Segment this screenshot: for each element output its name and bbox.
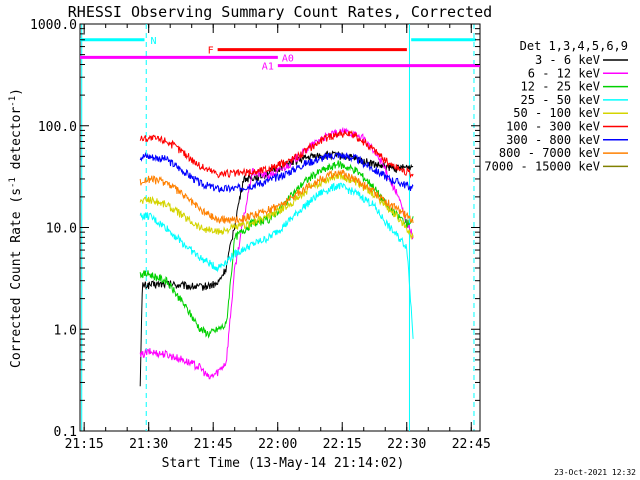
legend-label: 300 - 800 keV (506, 133, 600, 147)
series-line (139, 151, 414, 194)
legend-title: Det 1,3,4,5,6,9 (520, 39, 628, 53)
legend-label: 7000 - 15000 keV (484, 159, 600, 173)
x-tick-label: 21:45 (194, 437, 233, 452)
annotation-label-n: N (151, 36, 157, 47)
series-line (139, 171, 414, 241)
x-tick-label: 22:15 (323, 437, 362, 452)
annotation-label-a1: A1 (262, 62, 274, 73)
legend-label: 100 - 300 keV (506, 120, 600, 134)
y-axis-label-mid: detector (9, 107, 24, 178)
x-tick-label: 22:45 (452, 437, 491, 452)
x-tick-label: 21:30 (129, 437, 168, 452)
series-layer (139, 126, 414, 387)
annotation-layer: N F A0 A1 (80, 24, 480, 431)
legend-label: 3 - 6 keV (535, 53, 600, 67)
legend-label: 12 - 25 keV (521, 80, 600, 94)
series-line (139, 182, 414, 339)
legend-label: 50 - 100 keV (513, 106, 600, 120)
x-axis-label: Start Time (13-May-14 21:14:02) (162, 456, 405, 471)
y-tick-label: 0.1 (54, 425, 77, 440)
footer-timestamp: 23-Oct-2021 12:32 (554, 468, 636, 477)
y-axis-label-end: ) (9, 88, 24, 96)
x-tick-label: 21:15 (65, 437, 104, 452)
y-axis-label-sup2: -1 (8, 96, 18, 107)
annotation-label-f: F (208, 46, 214, 57)
series-line (139, 129, 414, 179)
annotation-label-a0: A0 (282, 53, 294, 64)
x-tick-label: 22:30 (387, 437, 426, 452)
y-tick-label: 1000.0 (30, 18, 77, 33)
y-tick-label: 100.0 (38, 120, 77, 135)
chart-title: RHESSI Observing Summary Count Rates, Co… (68, 3, 492, 21)
y-axis-label-sup: -1 (8, 177, 18, 188)
y-tick-label: 1.0 (54, 323, 77, 338)
legend-label: 800 - 7000 keV (499, 146, 600, 160)
legend-label: 6 - 12 keV (528, 66, 600, 80)
axes-layer: 1000.0 100.0 10.0 1.0 0.121:15 21:30 21:45 22:0… (30, 18, 491, 452)
y-axis-label-main: Corrected Count Rate (s (9, 188, 24, 368)
y-tick-label: 10.0 (46, 222, 77, 237)
y-axis-label: Corrected Count Rate (s-1 detector-1) (8, 88, 24, 368)
x-tick-label: 22:00 (258, 437, 297, 452)
legend-label: 25 - 50 keV (521, 93, 600, 107)
series-line (139, 169, 414, 224)
